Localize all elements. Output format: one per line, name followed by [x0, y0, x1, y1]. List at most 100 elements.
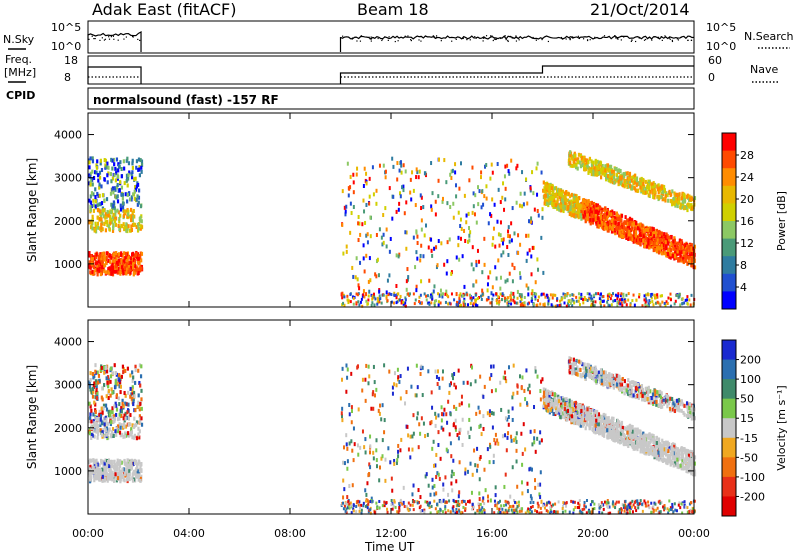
- echo-mark: [458, 509, 461, 513]
- echo-mark: [513, 295, 516, 299]
- echo-mark: [481, 510, 484, 514]
- echo-mark: [451, 168, 454, 173]
- echo-mark: [586, 217, 589, 222]
- echo-mark: [600, 209, 603, 214]
- echo-mark: [439, 507, 442, 511]
- noise-search-dot: [94, 37, 96, 40]
- echo-mark: [390, 476, 393, 481]
- echo-mark: [357, 499, 360, 503]
- echo-mark: [447, 399, 450, 404]
- echo-mark: [501, 507, 504, 511]
- noise-search-dot: [125, 36, 127, 38]
- echo-mark: [469, 296, 472, 300]
- echo-mark: [107, 396, 110, 401]
- echo-mark: [580, 216, 583, 221]
- echo-mark: [457, 368, 460, 373]
- echo-mark: [458, 296, 461, 300]
- echo-mark: [418, 500, 421, 504]
- echo-mark: [118, 217, 121, 222]
- echo-mark: [389, 236, 392, 241]
- echo-mark: [669, 292, 672, 296]
- echo-mark: [357, 503, 360, 507]
- echo-mark: [662, 186, 665, 191]
- noise-left-tick-bottom: 10^0: [51, 40, 81, 53]
- echo-mark: [598, 168, 601, 173]
- echo-mark: [583, 507, 586, 511]
- echo-mark: [539, 389, 542, 394]
- echo-mark: [471, 502, 474, 506]
- echo-mark: [585, 167, 588, 172]
- echo-mark: [652, 190, 655, 195]
- noise-search-dot: [657, 36, 660, 38]
- echo-mark: [130, 227, 134, 232]
- colorbar-segment: [722, 256, 736, 275]
- echo-mark: [125, 173, 129, 178]
- echo-mark: [400, 301, 403, 305]
- echo-mark: [635, 298, 638, 302]
- echo-mark: [410, 197, 413, 202]
- echo-mark: [506, 435, 509, 440]
- echo-mark: [507, 431, 510, 436]
- echo-mark: [647, 183, 650, 188]
- echo-mark: [511, 262, 514, 267]
- echo-mark: [577, 152, 581, 157]
- echo-mark: [117, 224, 120, 229]
- echo-mark: [610, 218, 614, 223]
- echo-mark: [368, 472, 371, 477]
- echo-mark: [483, 384, 486, 389]
- echo-mark: [530, 272, 533, 277]
- echo-mark: [380, 456, 383, 461]
- echo-mark: [534, 509, 537, 513]
- noise-search-dot: [515, 40, 518, 42]
- echo-mark: [630, 505, 633, 509]
- echo-mark: [106, 180, 109, 185]
- echo-mark: [542, 504, 545, 508]
- echo-mark: [345, 389, 348, 394]
- echo-mark: [544, 193, 547, 198]
- echo-mark: [113, 173, 116, 178]
- echo-mark: [396, 177, 399, 182]
- echo-mark: [650, 237, 653, 242]
- echo-mark: [420, 218, 423, 223]
- echo-mark: [139, 158, 142, 163]
- echo-mark: [550, 504, 553, 508]
- echo-mark: [639, 185, 642, 190]
- echo-mark: [609, 297, 612, 301]
- echo-mark: [619, 232, 622, 237]
- echo-mark: [496, 301, 499, 305]
- echo-mark: [600, 224, 603, 229]
- echo-mark: [101, 410, 104, 415]
- echo-mark: [349, 300, 352, 304]
- echo-mark: [635, 178, 639, 183]
- echo-mark: [100, 184, 103, 189]
- echo-mark: [119, 425, 122, 430]
- echo-mark: [140, 169, 143, 174]
- echo-mark: [365, 171, 368, 176]
- echo-mark: [607, 221, 610, 226]
- echo-mark: [480, 432, 483, 437]
- echo-mark: [98, 182, 101, 187]
- echo-mark: [357, 214, 360, 219]
- echo-mark: [104, 228, 108, 233]
- echo-mark: [549, 187, 552, 192]
- echo-mark: [531, 442, 534, 447]
- echo-mark: [107, 409, 110, 414]
- echo-mark: [431, 477, 434, 482]
- echo-mark: [473, 212, 476, 217]
- echo-mark: [140, 251, 144, 256]
- echo-mark: [430, 161, 433, 166]
- echo-mark: [409, 190, 412, 195]
- echo-mark: [487, 499, 490, 503]
- echo-mark: [373, 511, 376, 515]
- echo-mark: [342, 507, 345, 511]
- echo-mark: [91, 214, 94, 219]
- echo-mark: [113, 216, 116, 221]
- echo-mark: [448, 237, 451, 242]
- echo-mark: [606, 216, 609, 221]
- echo-mark: [426, 301, 429, 305]
- echo-mark: [135, 225, 138, 230]
- echo-mark: [104, 215, 107, 220]
- echo-mark: [489, 212, 492, 217]
- echo-mark: [587, 170, 590, 175]
- echo-mark: [98, 170, 102, 175]
